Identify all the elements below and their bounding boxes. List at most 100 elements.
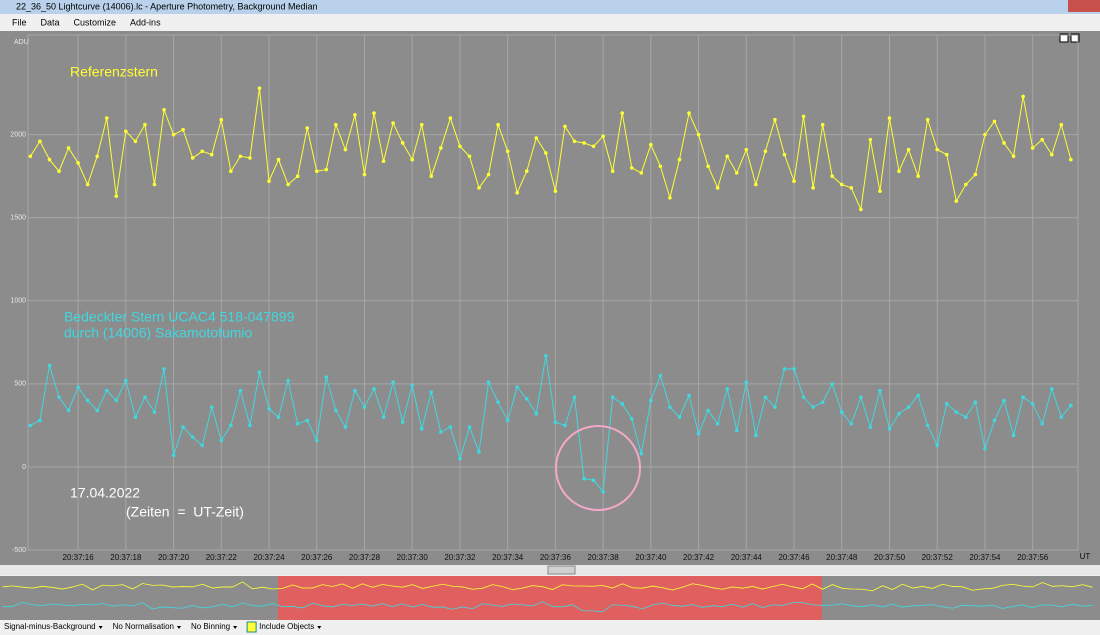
data-point (763, 395, 768, 399)
y-axis-label: ADU (14, 39, 29, 46)
data-point (944, 152, 949, 157)
data-point (267, 179, 271, 183)
status-dropdown[interactable]: Include Objects (259, 622, 314, 631)
data-point (276, 415, 281, 419)
data-point (572, 139, 577, 144)
x-tick-label: 20:37:24 (253, 553, 285, 562)
data-point (124, 378, 128, 383)
data-point (544, 353, 548, 358)
data-point (992, 418, 997, 423)
x-tick-label: 20:37:46 (778, 553, 810, 562)
x-tick-label: 20:37:36 (540, 553, 572, 562)
data-point (314, 438, 319, 443)
data-point (343, 425, 348, 429)
x-tick-label: 20:37:18 (110, 553, 142, 562)
menu-item[interactable]: Add-ins (130, 17, 161, 27)
data-point (28, 423, 33, 428)
data-point (544, 151, 548, 155)
overview-selection[interactable] (278, 576, 822, 620)
dropdown-arrow (176, 626, 181, 629)
data-point (104, 116, 109, 120)
data-point (706, 164, 710, 169)
x-tick-label: 20:37:56 (1017, 553, 1049, 562)
data-point (859, 207, 863, 212)
menu-item[interactable]: File (12, 17, 27, 27)
x-tick-label: 20:37:32 (444, 553, 476, 562)
data-point (162, 367, 166, 371)
checkbox[interactable] (246, 621, 257, 633)
data-point (353, 112, 357, 117)
data-point (467, 425, 472, 429)
plot-frame (27, 34, 1079, 551)
zoom-out-button[interactable] (1070, 33, 1080, 43)
data-point (658, 164, 663, 169)
data-point (477, 450, 481, 454)
data-point (534, 136, 539, 140)
data-point (85, 182, 90, 187)
data-point (181, 425, 185, 429)
data-point (859, 395, 863, 399)
data-point (496, 400, 500, 404)
status-bar (0, 620, 1100, 635)
data-point (47, 363, 52, 368)
data-point (400, 420, 405, 424)
data-point (954, 199, 959, 203)
y-tick-label: 500 (14, 381, 26, 388)
data-point (95, 408, 100, 413)
data-point (66, 408, 71, 413)
overview-line (2, 601, 1093, 613)
data-point (610, 395, 615, 399)
scroll-thumb[interactable] (547, 565, 576, 575)
data-point (267, 406, 271, 411)
data-point (295, 421, 300, 426)
data-point (964, 182, 968, 187)
data-point (114, 194, 119, 198)
menu-item[interactable]: Data (41, 17, 60, 27)
data-point (1030, 402, 1035, 406)
data-point (1049, 152, 1054, 157)
data-point (792, 367, 796, 371)
status-dropdown[interactable]: No Binning (191, 622, 230, 631)
data-point (983, 132, 987, 137)
data-point (773, 405, 777, 409)
data-point (572, 395, 577, 399)
data-point (448, 425, 453, 429)
x-tick-label: 20:37:22 (206, 553, 238, 562)
data-point (744, 380, 749, 385)
data-point (57, 169, 61, 174)
data-point (248, 156, 252, 160)
data-point (524, 169, 529, 174)
data-point (1069, 157, 1073, 162)
x-tick-label: 20:37:52 (922, 553, 954, 562)
data-point (582, 476, 586, 481)
close-button[interactable] (1068, 0, 1100, 12)
data-point (649, 142, 653, 147)
status-dropdown[interactable]: Signal-minus-Background (4, 622, 96, 631)
data-point (820, 122, 825, 127)
data-point (897, 169, 901, 174)
data-point (973, 172, 978, 177)
data-point (171, 132, 176, 137)
annotation: 17.04.2022 (70, 485, 140, 501)
data-point (792, 179, 796, 183)
data-point (47, 157, 52, 162)
data-point (839, 410, 844, 414)
zoom-in-button[interactable] (1059, 33, 1069, 43)
data-point (295, 174, 300, 179)
data-point (754, 182, 758, 187)
menu-item[interactable]: Customize (74, 17, 117, 27)
data-point (372, 111, 376, 115)
data-point (439, 146, 443, 150)
y-tick-label: 2000 (10, 132, 26, 139)
data-point (162, 107, 166, 112)
x-tick-label: 20:37:16 (63, 553, 95, 562)
data-point (28, 154, 33, 159)
data-point (839, 182, 844, 187)
x-tick-label: 20:37:42 (683, 553, 715, 562)
data-point (553, 189, 558, 193)
data-point (878, 189, 882, 193)
data-point (458, 144, 462, 149)
status-dropdown[interactable]: No Normalisation (113, 622, 174, 631)
data-point (305, 418, 310, 423)
data-point (257, 370, 262, 375)
